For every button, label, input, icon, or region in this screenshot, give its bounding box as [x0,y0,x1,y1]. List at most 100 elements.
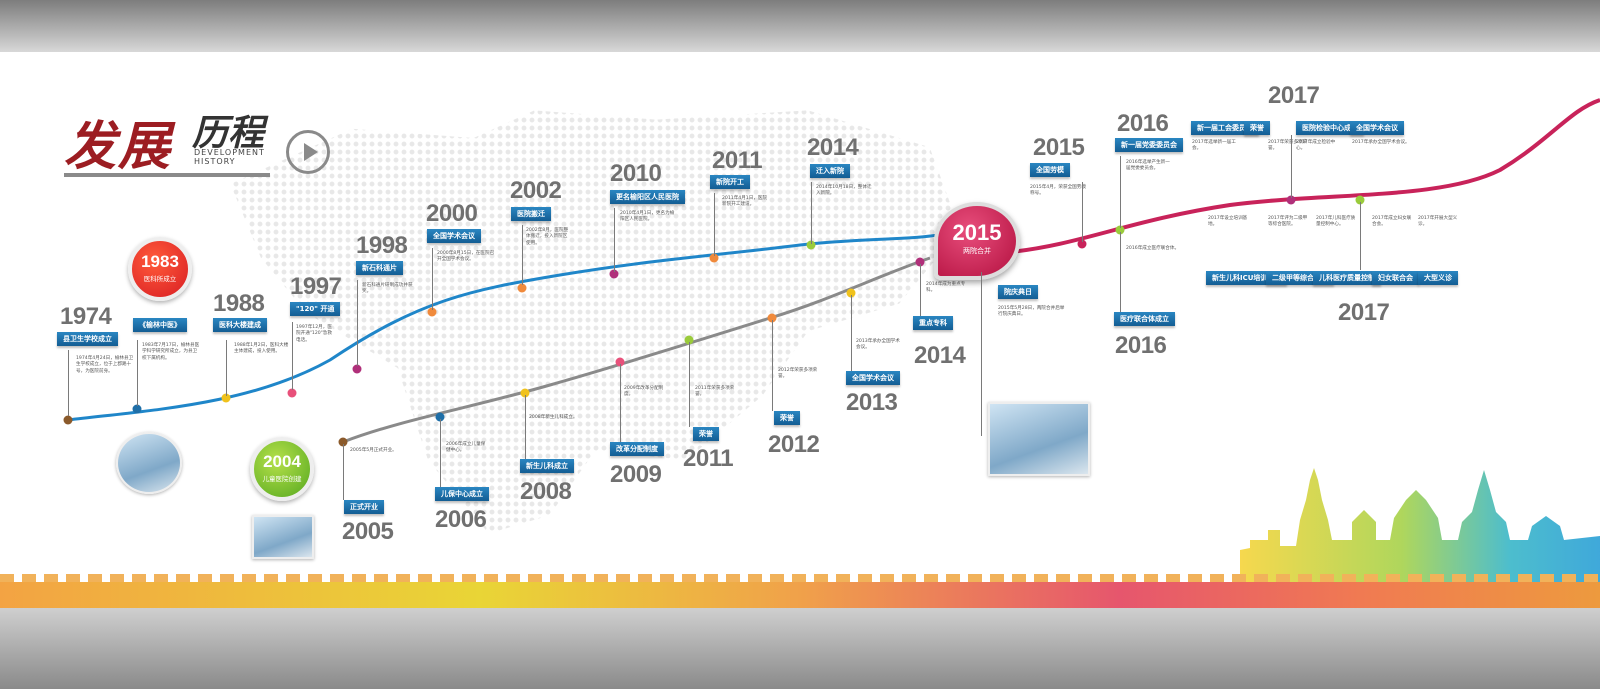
event-desc: 2014年10月18日，整体迁入新院。 [816,185,872,197]
year-1988: 1988 [213,290,265,317]
badge-2015-merge: 2015 两院合并 [934,202,1020,280]
connector [292,322,293,390]
event-tag: 重点专科 [913,316,953,330]
badge-2015-year: 2015 [952,220,1002,245]
dot-1997 [287,388,297,398]
event-tag: 全国学术会议 [427,229,481,243]
event-tag: 荣誉 [774,411,800,425]
dot-1983 [132,404,142,414]
year-2010: 2010 [610,160,662,187]
event-tag: 大型义诊 [1418,271,1458,285]
year-1974: 1974 [60,303,112,330]
year-2002: 2002 [510,177,562,204]
event-desc: 1997年12月，医院开通"120"急救电话。 [296,325,332,343]
dot-2008 [520,388,530,398]
badge-1983: 1983 医科所成立 [128,237,192,301]
event-tag: 院庆典日 [998,285,1038,299]
event-tag: 全国劳模 [1030,163,1070,177]
event-desc: 2017年成立检验中心。 [1296,140,1336,152]
dot-2014b [915,257,925,267]
event-desc: 2015年4月，荣获全国劳模称号。 [1030,185,1086,197]
year-2012: 2012 [768,431,820,458]
hospital-photo-1 [116,432,182,494]
badge-1983-year: 1983 [141,252,179,271]
dot-2011 [709,253,719,263]
event-tag: 新生儿科成立 [520,459,574,473]
title-en-line1: DEVELOPMENT [194,148,265,157]
year-2016: 2016 [1117,110,1169,137]
page-title-sub: 历程 [192,112,265,154]
event-desc: 2009年改革分配制度。 [624,386,664,398]
title-en-line2: HISTORY [194,157,236,166]
connector [1120,232,1121,312]
connector [1120,156,1121,228]
dot-2017a [1286,195,1296,205]
event-desc: 2017年设立培训基地。 [1208,216,1248,228]
year-2016-lower: 2016 [1115,332,1167,359]
event-desc: 2008年新生儿科成立。 [529,415,578,420]
dot-1988 [221,393,231,403]
year-1997: 1997 [290,273,342,300]
page-title-main: 发展 [64,116,173,177]
year-2009: 2009 [610,461,662,488]
connector [620,364,621,442]
year-2015: 2015 [1033,134,1085,161]
year-2013: 2013 [846,389,898,416]
event-desc: 2015年5月28日，两院合并后举行院庆典日。 [998,306,1065,318]
color-strip [0,582,1600,608]
event-desc: 2017年评为二级甲等综合医院。 [1268,216,1308,228]
connector [920,264,921,316]
connector [811,182,812,244]
event-desc: 1983年7月17日，榆林县医学科学研究所成立，为县卫校下属机构。 [142,343,200,361]
event-desc: 2016年成立医疗联合体。 [1126,246,1180,251]
event-desc: 2017年成立妇女联合会。 [1372,216,1412,228]
connector [440,419,441,487]
connector [226,340,227,396]
dot-2011b [684,335,694,345]
event-tag: 医科大楼建成 [213,318,267,332]
event-tag: "120" 开通 [290,302,341,316]
event-tag: 儿科医疗质量控制 [1313,271,1381,285]
event-desc: 2002年8月，医院整体搬迁，投入新院区使用。 [526,228,569,246]
event-tag: 新石科通片 [356,261,403,275]
year-2000: 2000 [426,200,478,227]
badge-2015-label: 两院合并 [963,247,991,255]
chevron-right-icon[interactable] [286,130,330,174]
event-desc: 2011年荣获多项荣誉。 [695,386,735,398]
connector [357,280,358,366]
connector [137,340,138,406]
connector [432,248,433,310]
hospital-photo-new [988,402,1090,476]
event-desc: 2005年5月正式开业。 [350,448,397,453]
event-desc: 2011年4月1日，医院新院开工建设。 [722,196,768,208]
year-1998: 1998 [356,232,408,259]
event-tag: 《榆林中医》 [133,318,187,332]
year-2014-lower: 2014 [914,342,966,369]
event-tag: 迁入新院 [810,164,850,178]
top-gray-band [0,0,1600,52]
city-skyline-decoration [1240,468,1600,584]
dot-2006 [435,412,445,422]
event-desc: 2000年8月15日，在医院召开全国学术会议。 [437,251,495,263]
event-desc: 2017年承办全国学术会议。 [1352,140,1410,145]
badge-2004-label: 儿童医院创建 [262,475,302,483]
bottom-gray-band [0,608,1600,689]
event-desc: 2017年儿科医疗质量控制中心。 [1316,216,1356,228]
year-2011: 2011 [712,147,763,174]
year-2008: 2008 [520,478,572,505]
connector [343,444,344,500]
connector [1360,202,1361,270]
event-tag: 新院开工 [710,175,750,189]
event-desc: 2013年承办全国学术会议。 [856,339,900,351]
connector [689,342,690,427]
connector [1082,182,1083,242]
dot-1974 [63,415,73,425]
year-2017-lower: 2017 [1338,299,1390,326]
dot-2013 [846,288,856,298]
event-desc: 2014年成为重点专科。 [926,282,966,294]
event-desc: 2017年选举新一届工会。 [1192,140,1236,152]
dot-2009 [615,357,625,367]
dot-2015 [1077,239,1087,249]
event-tag: 荣誉 [1244,121,1270,135]
event-tag: 更名榆阳区人民医院 [610,190,685,204]
